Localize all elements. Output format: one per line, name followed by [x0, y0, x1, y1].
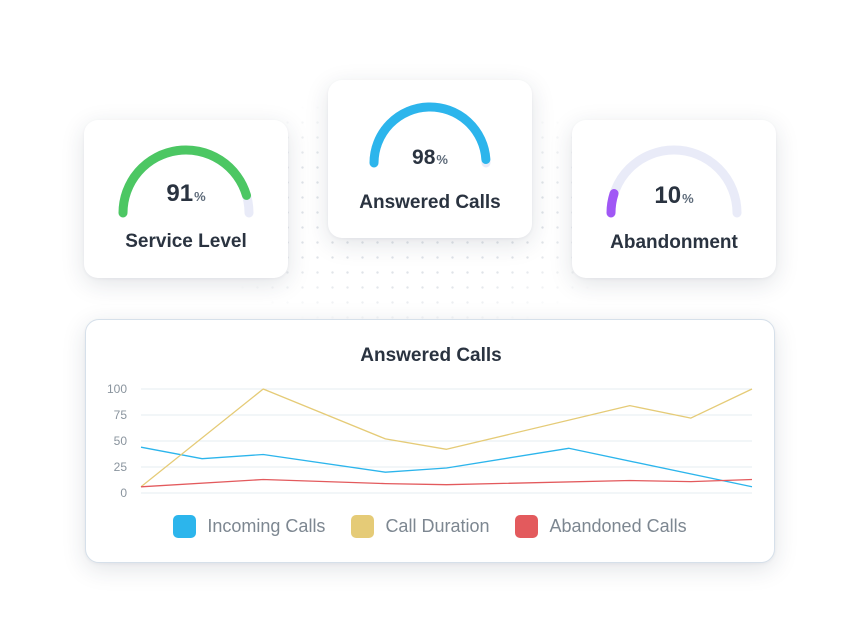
service-level-value: 91%	[166, 180, 206, 207]
answered-calls-gauge	[369, 102, 491, 168]
service-level-card: 91% Service Level	[84, 120, 288, 278]
answered-calls-card: 98% Answered Calls	[328, 80, 532, 238]
answered-calls-value: 98%	[412, 146, 448, 169]
legend-item-abandoned-calls[interactable]: Abandoned Calls	[515, 515, 687, 538]
abandonment-gauge	[606, 145, 742, 218]
abandoned-calls-legend-label: Abandoned Calls	[549, 516, 687, 536]
y-tick-label-100: 100	[107, 382, 127, 396]
abandonment-label: Abandonment	[610, 232, 738, 253]
answered-calls-gauge-fill	[369, 102, 491, 168]
legend-item-call-duration[interactable]: Call Duration	[351, 515, 489, 538]
call-duration-legend-label: Call Duration	[385, 516, 490, 536]
service-level-gauge	[118, 145, 254, 218]
chart-title: Answered Calls	[360, 345, 502, 366]
abandonment-card: 10% Abandonment	[572, 120, 776, 278]
legend-item-incoming-calls[interactable]: Incoming Calls	[173, 515, 325, 538]
abandonment-value: 10%	[654, 182, 694, 209]
service-level-gauge-fill	[118, 145, 251, 218]
y-tick-label-25: 25	[114, 460, 128, 474]
incoming-calls-legend-swatch	[173, 515, 197, 538]
incoming-calls-series-line	[140, 446, 753, 488]
service-level-label: Service Level	[125, 231, 247, 252]
incoming-calls-legend-label: Incoming Calls	[207, 516, 326, 536]
y-tick-label-50: 50	[114, 434, 128, 448]
y-tick-label-0: 0	[120, 486, 127, 500]
answered-calls-line-chart: Answered Calls 0 25 50 75 100	[107, 345, 753, 500]
y-tick-label-75: 75	[114, 408, 128, 422]
abandonment-gauge-fill	[606, 189, 619, 218]
abandoned-calls-legend-swatch	[515, 515, 539, 538]
abandonment-gauge-track	[606, 145, 742, 218]
answered-calls-label: Answered Calls	[359, 192, 501, 213]
answered-calls-chart-card: Answered Calls 0 25 50 75 100 Incoming Calls…	[85, 319, 775, 563]
call-duration-legend-swatch	[351, 515, 375, 538]
call-duration-series-line	[140, 388, 753, 488]
abandoned-calls-series-line	[140, 478, 753, 488]
chart-legend: Incoming Calls Call Duration Abandoned Cal…	[86, 515, 774, 538]
